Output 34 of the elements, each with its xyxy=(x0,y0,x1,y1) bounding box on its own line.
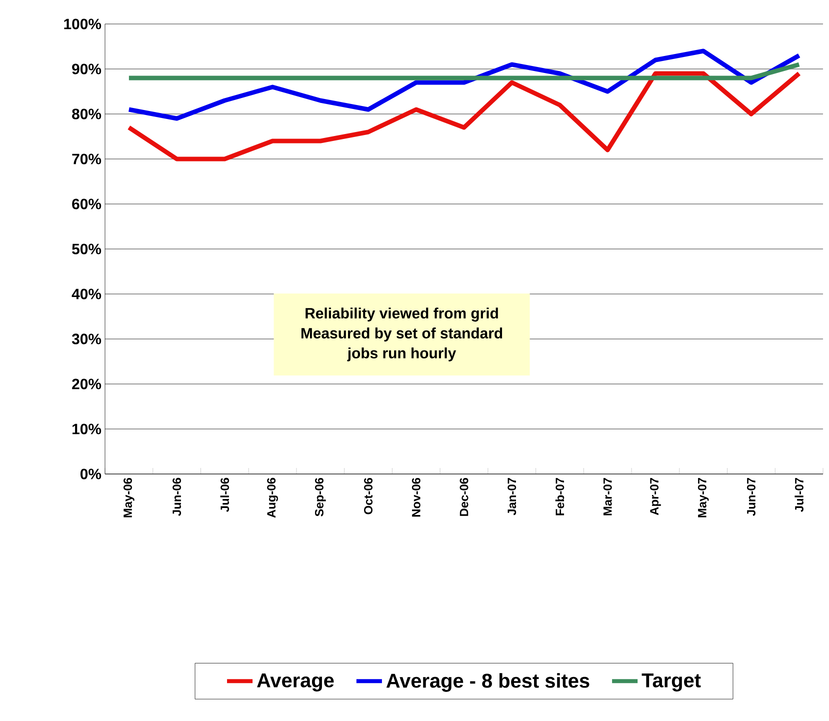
x-tick-label: May-07 xyxy=(698,478,709,518)
y-tick-label: 90% xyxy=(72,64,102,74)
x-tick-label: Sep-06 xyxy=(315,478,326,516)
annotation: jobs run hourly xyxy=(347,347,456,362)
annotation: Measured by set of standard xyxy=(301,328,502,342)
legend-label: Target xyxy=(642,674,701,692)
x-tick-label: Dec-06 xyxy=(460,478,468,516)
x-tick-label: Apr-07 xyxy=(650,478,661,516)
x-tick-label: Nov-06 xyxy=(412,478,420,517)
y-tick-label: 50% xyxy=(72,244,102,254)
y-tick-label: 0% xyxy=(80,468,102,480)
x-tick-label: Jul-07 xyxy=(794,478,804,512)
line-series xyxy=(126,48,802,121)
x-tick-label: Jan-07 xyxy=(508,478,516,516)
legend-label: Average xyxy=(257,674,334,692)
annotation: Reliability viewed from grid xyxy=(306,308,498,322)
y-tick-label: 10% xyxy=(72,424,102,434)
y-tick-label: 70% xyxy=(72,154,102,164)
y-tick-label: 30% xyxy=(72,334,102,344)
x-tick-label: Aug-06 xyxy=(267,478,278,518)
x-tick-label: Jun-07 xyxy=(746,478,756,516)
line-series xyxy=(126,71,802,162)
legend-label: Average - 8 best sites xyxy=(386,673,590,692)
y-tick-label: 60% xyxy=(72,198,102,210)
x-tick-label: Jun-06 xyxy=(172,478,182,516)
y-tick-label: 80% xyxy=(72,108,102,120)
y-tick-label: 20% xyxy=(72,378,102,390)
x-tick-label: Feb-07 xyxy=(555,478,564,516)
x-tick-label: May-06 xyxy=(124,478,134,518)
y-tick-label: 100% xyxy=(64,18,102,30)
y-tick-label: 40% xyxy=(72,288,102,300)
x-tick-label: Oct-06 xyxy=(364,478,372,514)
x-tick-label: Mar-07 xyxy=(603,478,612,516)
x-tick-label: Jul-06 xyxy=(220,478,230,512)
